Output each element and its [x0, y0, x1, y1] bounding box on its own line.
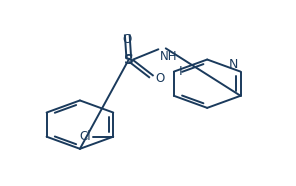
- Text: N: N: [229, 58, 238, 71]
- Text: O: O: [155, 72, 165, 85]
- Text: Cl: Cl: [79, 130, 91, 143]
- Text: NH: NH: [160, 50, 177, 63]
- Text: I: I: [178, 65, 182, 78]
- Text: O: O: [123, 33, 132, 46]
- Text: S: S: [124, 52, 134, 67]
